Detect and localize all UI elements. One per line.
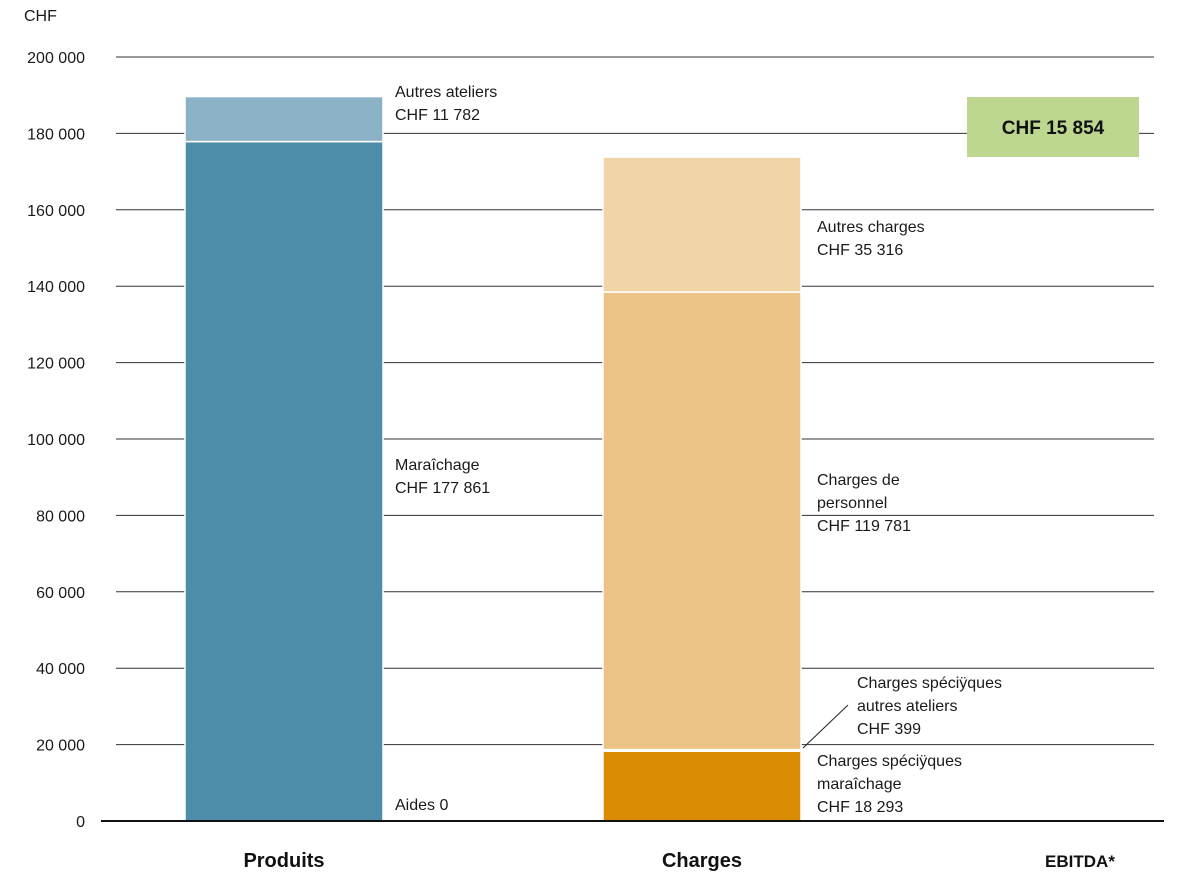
- segment-label-autres_charges: Autres charges CHF 35 316: [817, 219, 925, 259]
- leader-line: [802, 704, 849, 749]
- y-tick-label: 40 000: [36, 661, 85, 678]
- segment-label-charges_specifiques_autres_ateliers: Charges spéciÿques autres ateliers CHF 399: [857, 675, 1002, 738]
- y-tick-label: 80 000: [36, 508, 85, 525]
- segment-label-line: Autres ateliers: [395, 84, 497, 101]
- ebitda-value: CHF 15 854: [1002, 118, 1105, 139]
- segment-label-line: CHF 119 781: [817, 518, 911, 535]
- segment-label-autres_ateliers: Autres ateliers CHF 11 782: [395, 84, 497, 124]
- y-axis-unit-label: CHF: [24, 8, 57, 25]
- category-label: Charges: [662, 850, 742, 872]
- segment-label-line: CHF 399: [857, 721, 921, 738]
- y-tick-label: 140 000: [27, 279, 85, 296]
- segment-label-line: Maraîchage: [395, 457, 480, 474]
- bar-segment-autres_charges: [602, 156, 802, 293]
- ebitda-box: CHF 15 854: [967, 97, 1139, 157]
- bar-segment-autres_ateliers: [184, 95, 384, 143]
- segment-label-line: Aides 0: [395, 797, 448, 814]
- segment-label-aides: Aides 0: [395, 797, 448, 814]
- bar-segment-maraichage: [184, 140, 384, 822]
- segment-label-line: CHF 35 316: [817, 242, 903, 259]
- segment-label-line: CHF 18 293: [817, 799, 903, 816]
- bars: [184, 95, 802, 822]
- segment-label-charges_de_personnel: Charges de personnel CHF 119 781: [817, 472, 911, 535]
- bar-segment-charges_specifiques_maraichage: [602, 750, 802, 822]
- segment-label-line: personnel: [817, 495, 887, 512]
- segment-label-line: Charges spéciÿques: [857, 675, 1002, 692]
- y-tick-label: 0: [76, 814, 85, 831]
- segment-label-line: Charges de: [817, 472, 900, 489]
- segment-labels: Aides 0 Maraîchage CHF 177 861 Autres ateli…: [395, 84, 1002, 816]
- bar-segment-charges_de_personnel: [602, 291, 802, 751]
- category-labels: Produits Charges EBITDA*: [243, 850, 1115, 872]
- y-tick-label: 20 000: [36, 738, 85, 755]
- segment-label-line: Charges spéciÿques: [817, 753, 962, 770]
- segment-label-line: CHF 177 861: [395, 480, 490, 497]
- ebitda-box-background: [967, 97, 1139, 157]
- segment-label-line: autres ateliers: [857, 698, 958, 715]
- segment-label-line: CHF 11 782: [395, 107, 480, 124]
- y-tick-label: 120 000: [27, 356, 85, 373]
- segment-label-charges_specifiques_maraichage: Charges spéciÿques maraîchage CHF 18 293: [817, 753, 962, 816]
- y-axis-ticks: 0 20 000 40 000 60 000 80 000 100 000 120 000 1…: [27, 50, 85, 831]
- category-label: Produits: [243, 850, 324, 872]
- y-tick-label: 60 000: [36, 585, 85, 602]
- y-tick-label: 200 000: [27, 50, 85, 67]
- segment-label-line: Autres charges: [817, 219, 925, 236]
- y-tick-label: 160 000: [27, 203, 85, 220]
- segment-label-maraichage: Maraîchage CHF 177 861: [395, 457, 490, 497]
- segment-label-line: maraîchage: [817, 776, 902, 793]
- category-label: EBITDA*: [1045, 852, 1115, 871]
- y-tick-label: 180 000: [27, 126, 85, 143]
- y-tick-label: 100 000: [27, 432, 85, 449]
